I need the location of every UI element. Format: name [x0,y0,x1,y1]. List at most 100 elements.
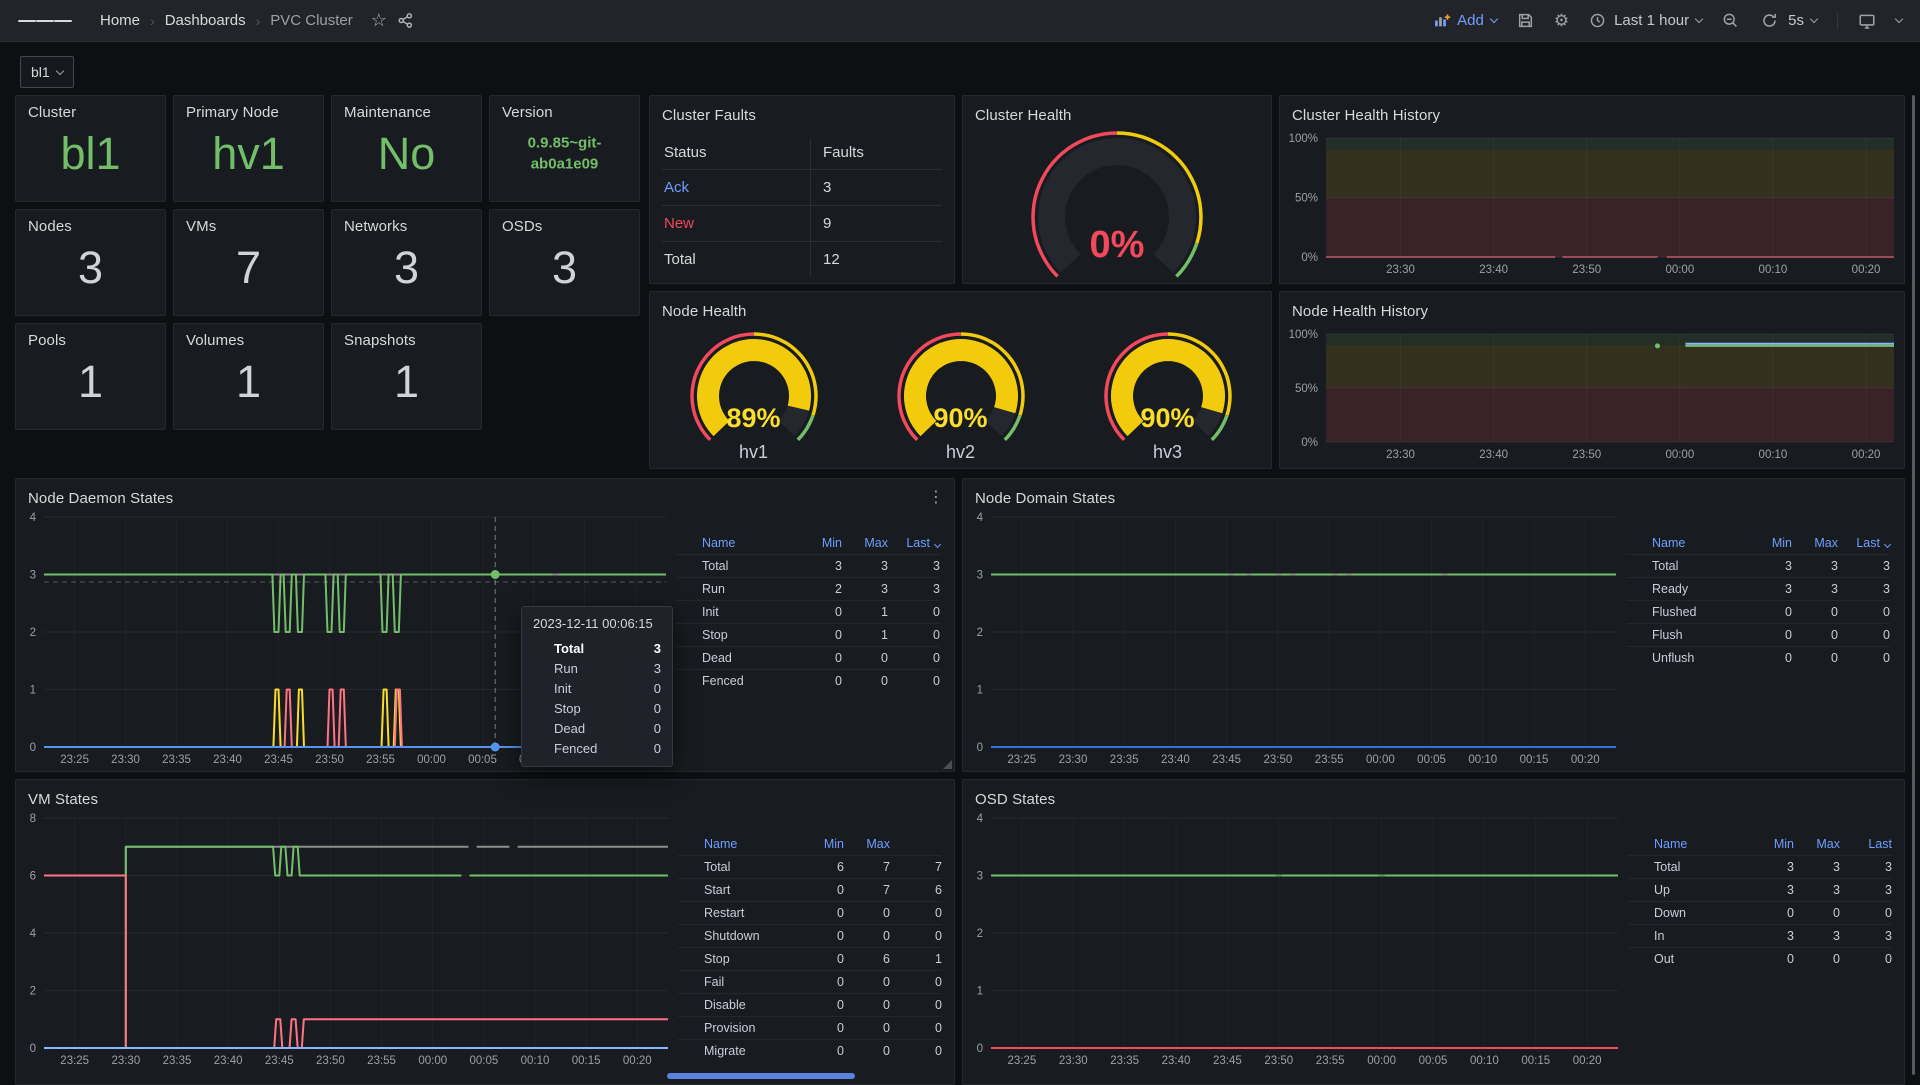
legend-row[interactable]: Total 3 3 3 [1626,554,1890,577]
legend-col-last[interactable]: Last [888,536,942,550]
save-dashboard-icon[interactable] [1517,12,1534,29]
refresh-icon[interactable] [1761,12,1778,29]
legend-col-last[interactable]: Last [1868,836,1892,851]
legend-row[interactable]: Fail 0 0 0 [678,970,942,993]
vm-states-chart[interactable]: 0 2 4 6 8 23:25 23:30 23:35 23:40 23:45 23:50 23:55… [16,810,678,1072]
fault-status[interactable]: Total [664,251,696,268]
svg-text:23:45: 23:45 [264,754,293,766]
panel-resize-handle[interactable] [943,760,952,769]
series-last: 0 [935,1044,942,1058]
legend-col-max[interactable]: Max [864,535,888,550]
series-name: Init [702,605,719,619]
legend-col-name[interactable]: Name [702,535,736,550]
time-range-picker[interactable]: Last 1 hour [1589,12,1704,29]
legend-col-last[interactable]: Last [1838,536,1892,550]
legend-row[interactable]: Flush 0 0 0 [1626,623,1890,646]
stat-value: hv1 [212,127,285,179]
legend-row[interactable]: In 3 3 3 [1628,924,1892,947]
legend-row[interactable]: Up 3 3 3 [1628,878,1892,901]
chart-legend: Name Min Max Last Total 3 3 3 [1628,810,1906,1084]
fault-status[interactable]: New [664,215,695,232]
stat-panel-title: Maintenance [344,104,431,121]
legend-col-max[interactable]: Max [866,836,890,851]
series-min: 0 [837,906,844,920]
series-name: Dead [702,651,732,665]
legend-col-max[interactable]: Max [1816,836,1840,851]
stat-value: 7 [235,241,262,293]
tooltip-row: Stop 0 [533,698,661,718]
legend-row[interactable]: Migrate 0 0 0 [678,1039,942,1062]
node-domain-states-chart[interactable]: 0 1 2 3 4 23:25 23:30 23:35 23:40 23:45 23:50 23:55… [963,509,1626,771]
breadcrumb-current: PVC Cluster [270,12,353,29]
tv-mode-icon[interactable] [1858,12,1876,30]
osd-states-chart[interactable]: 0 1 2 3 4 23:25 23:30 23:35 23:40 23:45 23:50 23:55… [963,810,1628,1072]
svg-text:23:30: 23:30 [1386,264,1415,276]
legend-row[interactable]: Down 0 0 0 [1628,901,1892,924]
cluster-health-history-chart[interactable]: 0% 50% 100% 23:30 23:40 23:50 00:00 00:10 00:20 [1280,126,1904,283]
legend-row[interactable]: Dead 0 0 0 [676,646,940,669]
add-button[interactable]: Add [1434,12,1499,29]
series-name: Down [1654,906,1686,920]
legend-row[interactable]: Start 0 7 6 [678,878,942,901]
breadcrumb-separator: › [255,12,261,29]
star-icon[interactable]: ☆ [370,10,387,30]
legend-row[interactable]: Total 3 3 3 [1628,855,1892,878]
refresh-interval-dropdown[interactable]: 5s [1788,12,1819,29]
breadcrumb-home[interactable]: Home [100,12,141,29]
svg-text:00:00: 00:00 [418,1055,447,1067]
panel-menu-icon[interactable]: ⋮ [928,489,944,506]
tooltip-row: Run 3 [533,658,661,678]
legend-col-name[interactable]: Name [1654,836,1688,851]
zoom-out-icon[interactable] [1722,12,1739,29]
fault-status[interactable]: Ack [664,179,690,196]
panel-cluster-faults: Cluster Faults Status Faults Ack 3 New 9… [649,95,955,284]
variable-dropdown[interactable]: bl1 [20,56,74,88]
horizontal-scrollbar[interactable] [667,1073,855,1079]
share-icon[interactable] [397,12,414,29]
legend-row[interactable]: Unflush 0 0 0 [1626,646,1890,669]
legend-row[interactable]: Out 0 0 0 [1628,947,1892,970]
legend-row[interactable]: Init 0 1 0 [676,600,940,623]
legend-row[interactable]: Disable 0 0 0 [678,993,942,1016]
svg-text:23:25: 23:25 [60,754,89,766]
legend-col-min[interactable]: Min [823,836,844,851]
tooltip-series-name: Run [554,660,578,676]
svg-text:00:10: 00:10 [1759,449,1788,461]
menu-icon[interactable] [18,16,72,25]
svg-text:23:40: 23:40 [1161,754,1190,766]
legend-col-max[interactable]: Max [1814,535,1838,550]
stat-panel-title: Volumes [186,332,245,349]
legend-row[interactable]: Shutdown 0 0 0 [678,924,942,947]
settings-gear-icon[interactable]: ⚙ [1553,11,1570,30]
series-min: 0 [835,674,842,688]
vertical-scrollbar[interactable] [1912,95,1915,1075]
legend-row[interactable]: Provision 0 0 0 [678,1016,942,1039]
legend-row[interactable]: Ready 3 3 3 [1626,577,1890,600]
series-last: 0 [1885,906,1892,920]
panel-title: Cluster Health History [1292,106,1441,124]
legend-row[interactable]: Total 3 3 3 [676,554,940,577]
breadcrumb-dashboards[interactable]: Dashboards [164,12,246,29]
svg-text:0: 0 [977,1043,983,1055]
legend-row[interactable]: Total 6 7 7 [678,855,942,878]
legend-row[interactable]: Flushed 0 0 0 [1626,600,1890,623]
legend-col-min[interactable]: Min [821,535,842,550]
legend-col-min[interactable]: Min [1773,836,1794,851]
series-min: 3 [835,559,842,573]
node-health-history-chart[interactable]: 0% 50% 100% 23:30 23:40 23:50 00:00 00:10 00:20 [1280,322,1904,468]
collapse-navbar-chevron[interactable] [1894,14,1904,24]
legend-row[interactable]: Stop 0 1 0 [676,623,940,646]
legend-row[interactable]: Restart 0 0 0 [678,901,942,924]
svg-text:23:50: 23:50 [1572,264,1601,276]
legend-row[interactable]: Run 2 3 3 [676,577,940,600]
column-faults[interactable]: Faults [810,138,942,169]
series-name: Disable [704,998,746,1012]
legend-col-name[interactable]: Name [704,836,738,851]
legend-row[interactable]: Stop 0 6 1 [678,947,942,970]
legend-row[interactable]: Fenced 0 0 0 [676,669,940,692]
panel-node-health-history: Node Health History 0% 50% 100% 23:30 23:40 2… [1279,291,1905,469]
legend-col-min[interactable]: Min [1771,535,1792,550]
column-status[interactable]: Status [664,144,707,161]
series-last: 0 [933,674,940,688]
legend-col-name[interactable]: Name [1652,535,1686,550]
